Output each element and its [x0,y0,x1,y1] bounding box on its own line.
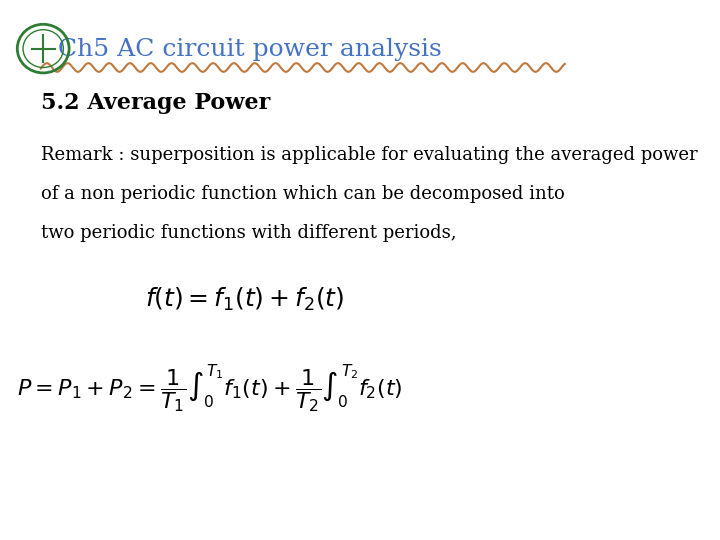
Text: of a non periodic function which can be decomposed into: of a non periodic function which can be … [41,185,564,202]
Text: $P = P_1 + P_2 = \dfrac{1}{T_1}\int_0^{T_1} f_1(t)+\dfrac{1}{T_2}\int_0^{T_2} f_: $P = P_1 + P_2 = \dfrac{1}{T_1}\int_0^{T… [17,362,402,415]
Text: $f(t)= f_1(t)+ f_2(t)$: $f(t)= f_1(t)+ f_2(t)$ [145,286,344,313]
Text: 5.2 Average Power: 5.2 Average Power [41,92,270,114]
Text: two periodic functions with different periods,: two periodic functions with different pe… [41,224,456,241]
Text: Ch5 AC circuit power analysis: Ch5 AC circuit power analysis [58,38,442,61]
Text: Remark : superposition is applicable for evaluating the averaged power: Remark : superposition is applicable for… [41,146,698,164]
